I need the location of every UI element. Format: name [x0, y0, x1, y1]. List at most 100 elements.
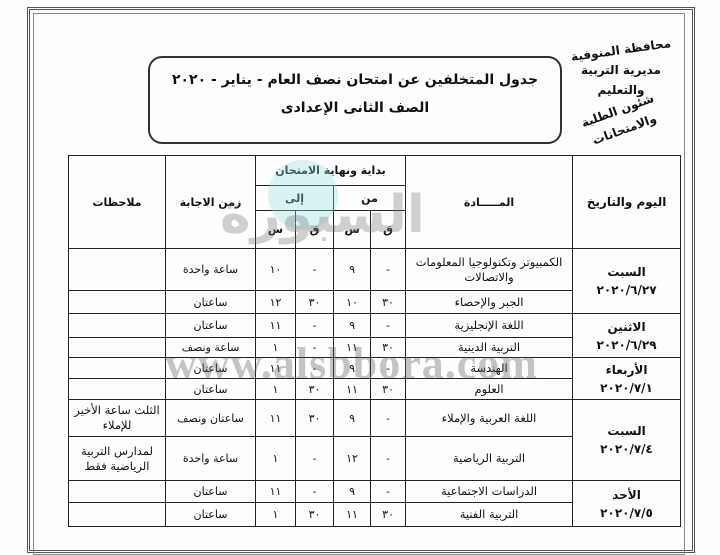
day-name: الاثنين: [607, 319, 646, 334]
day-name: السبت: [607, 424, 646, 438]
subject-cell: العلوم: [405, 378, 574, 400]
to-minute-cell: ٣٠: [295, 378, 335, 400]
duration-cell: ساعتان: [165, 357, 256, 379]
subject-cell: الدراسات الاجتماعية: [405, 480, 574, 503]
day-date: ٢٠٢٠/٧/١: [600, 380, 653, 395]
table-row: السبت ٢٠٢٠/٧/٤ اللغة العربية والإملاء -٩ ٣٠ ١…: [68, 399, 682, 481]
day-cell: الاثنين ٢٠٢٠/٦/٢٩: [572, 313, 682, 358]
header-subject: المـــــادة: [405, 155, 574, 249]
day-date: ٢٠٢٠/٧/٤: [600, 442, 653, 456]
directorate-stamp: محافظة المنوفية مديرية التربية والتعليم …: [556, 36, 686, 147]
duration-cell: ساعة واحدة: [165, 436, 256, 481]
notes-cell: [68, 357, 166, 379]
duration-cell: ساعة ونصف: [165, 337, 256, 358]
from-hour-cell: ٩: [333, 357, 372, 379]
to-minute-cell: ٣٠: [295, 502, 335, 527]
table-row: الجبر والإحصاء ٣٠ ١٠ ٣٠ ١٢ ساعتان: [68, 290, 681, 314]
subject-cell: التربية الرياضية: [405, 436, 574, 481]
duration-cell: ساعتان: [165, 313, 256, 338]
to-minute-cell: -: [295, 313, 335, 338]
day-name: الأحد: [612, 487, 641, 502]
exam-schedule-table: اليوم والتاريخ المـــــادة بداية ونهاية …: [68, 155, 682, 527]
header-to-minute: ق: [295, 210, 335, 249]
day-date: ٢٠٢٠/٦/٢٧: [596, 283, 657, 297]
notes-cell: [68, 248, 166, 291]
table-row: العلوم ٣٠ ١١ ٣٠ ١ ساعتان: [68, 378, 681, 400]
to-minute-cell: -: [295, 480, 335, 503]
from-minute-cell: -: [370, 248, 407, 291]
to-minute-cell: -: [295, 357, 335, 379]
to-hour-cell: ١١: [254, 313, 297, 338]
notes-cell: [68, 290, 166, 314]
from-hour-cell: ٩: [333, 248, 372, 291]
to-minute-cell: -: [295, 248, 335, 291]
to-hour-cell: ١١: [254, 399, 297, 437]
from-minute-cell: -: [370, 313, 407, 338]
header-duration: زمن الاجابة: [165, 155, 256, 249]
to-hour-cell: ١١: [254, 480, 297, 503]
day-cell: السبت ٢٠٢٠/٧/٤: [572, 399, 682, 481]
duration-cell: ساعتان: [165, 502, 256, 527]
subject-cell: التربية الفنية: [405, 502, 574, 527]
to-minute-cell: -: [295, 337, 335, 358]
from-hour-cell: ٩: [333, 399, 372, 437]
header-to: إلى: [254, 185, 335, 211]
header-from-minute: ق: [370, 210, 407, 249]
from-hour-cell: ٩: [333, 313, 372, 338]
from-hour-cell: ١٢: [333, 436, 372, 481]
day-name: السبت: [607, 265, 646, 279]
header-from: من: [333, 185, 407, 211]
table-row: الاثنين ٢٠٢٠/٦/٢٩ اللغة الإنجليزية -٩-١١ ساع…: [68, 313, 682, 358]
from-minute-cell: ٣٠: [370, 378, 407, 400]
day-date: ٢٠٢٠/٧/٥: [600, 505, 653, 520]
from-hour-cell: ١١: [333, 378, 372, 400]
title-box: جدول المتخلفين عن امتحان نصف العام - ينا…: [148, 56, 562, 144]
duration-cell: ساعة واحدة: [165, 248, 256, 291]
to-hour-cell: ١: [254, 378, 297, 400]
to-minute-cell: -: [295, 436, 335, 481]
table-row: التربية الرياضية -١٢-١ ساعة واحدة لمدارس ال…: [68, 436, 681, 481]
from-minute-cell: -: [370, 436, 407, 481]
header-notes: ملاحظات: [68, 155, 166, 249]
notes-cell: [68, 502, 166, 527]
from-hour-cell: ١١: [333, 502, 372, 527]
notes-cell: لمدارس التربية الرياضية فقط: [68, 436, 166, 481]
page-title: جدول المتخلفين عن امتحان نصف العام - ينا…: [171, 72, 539, 88]
table-row: التربية الفنية ٣٠ ١١ ٣٠ ١ ساعتان: [68, 502, 681, 527]
header-to-hour: س: [254, 210, 297, 249]
duration-cell: ساعتان: [165, 290, 256, 314]
notes-cell: الثلث ساعة الأخير للإملاء: [68, 399, 166, 437]
to-hour-cell: ١٢: [254, 290, 297, 314]
table-row: التربية الدينية ٣٠ ١١-١ ساعة ونصف: [68, 337, 681, 358]
to-hour-cell: ١٠: [254, 248, 297, 291]
header-from-hour: س: [333, 210, 372, 249]
notes-cell: [68, 480, 166, 503]
day-cell: الأربعاء ٢٠٢٠/٧/١: [572, 357, 682, 400]
subject-cell: الجبر والإحصاء: [405, 290, 574, 314]
from-minute-cell: -: [370, 480, 407, 503]
to-minute-cell: ٣٠: [295, 290, 335, 314]
day-name: الأربعاء: [605, 362, 648, 377]
from-minute-cell: -: [370, 357, 407, 379]
subject-cell: اللغة العربية والإملاء: [405, 399, 574, 437]
to-hour-cell: ١: [254, 502, 297, 527]
duration-cell: ساعتان: [165, 378, 256, 400]
from-hour-cell: ١١: [333, 337, 372, 358]
notes-cell: [68, 378, 166, 400]
subject-cell: الهندسة: [405, 357, 574, 379]
subject-cell: اللغة الإنجليزية: [405, 313, 574, 338]
table-row: السبت ٢٠٢٠/٦/٢٧ الكمبيوتر وتكنولوجيا المعل…: [68, 248, 682, 314]
subject-cell: الكمبيوتر وتكنولوجيا المعلومات والاتصالا…: [405, 248, 574, 291]
notes-cell: [68, 337, 166, 358]
from-minute-cell: -: [370, 399, 407, 437]
from-minute-cell: ٣٠: [370, 290, 407, 314]
to-hour-cell: ١١: [254, 357, 297, 379]
duration-cell: ساعتان: [165, 480, 256, 503]
from-minute-cell: ٣٠: [370, 502, 407, 527]
page-subtitle: الصف الثانى الإعدادى: [280, 100, 430, 116]
day-cell: السبت ٢٠٢٠/٦/٢٧: [572, 248, 682, 314]
duration-cell: ساعتان ونصف: [165, 399, 256, 437]
header-day: اليوم والتاريخ: [572, 155, 682, 249]
from-hour-cell: ٩: [333, 480, 372, 503]
directorate-label: مديرية التربية والتعليم: [581, 63, 661, 97]
